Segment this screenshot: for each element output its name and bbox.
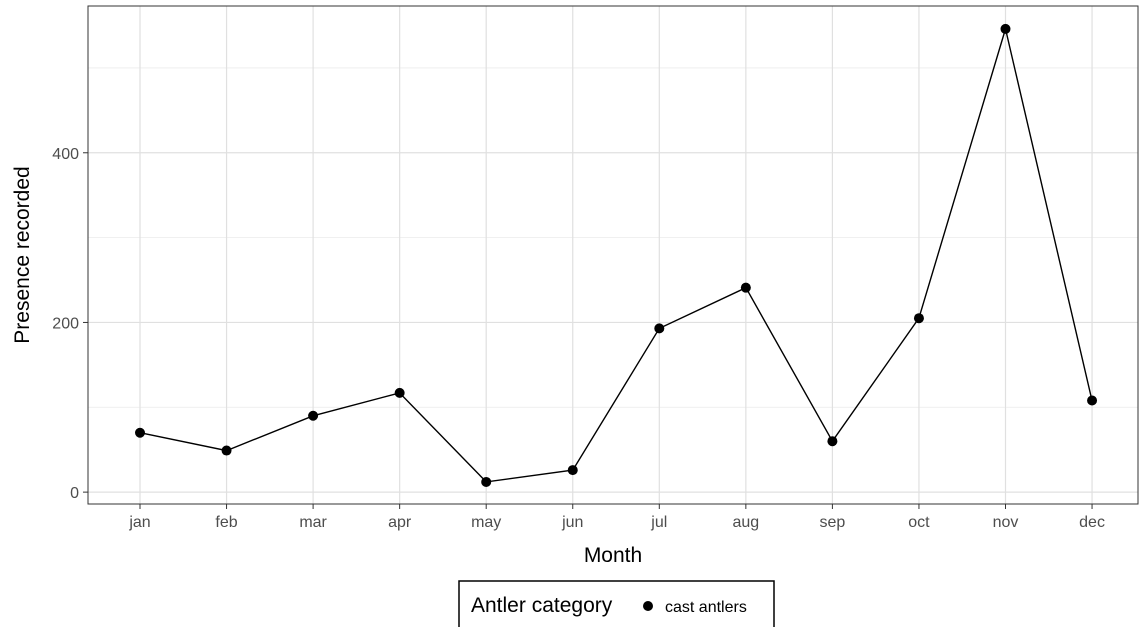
x-tick-label: dec xyxy=(1079,514,1105,531)
data-point xyxy=(913,313,924,324)
data-point xyxy=(394,387,405,398)
axis-ticks xyxy=(83,152,1093,509)
x-tick-label: jun xyxy=(561,514,583,531)
legend-box xyxy=(458,580,775,627)
data-point xyxy=(135,427,145,438)
data-point xyxy=(740,282,751,293)
legend-label: cast antlers xyxy=(665,599,747,616)
series-line xyxy=(139,26,1093,483)
x-axis-title: Month xyxy=(584,544,642,567)
x-tick-label: sep xyxy=(820,514,846,531)
x-tick-label: jul xyxy=(650,514,667,531)
y-tick-label: 0 xyxy=(70,485,79,502)
y-tick-label: 200 xyxy=(52,315,79,332)
major-gridlines xyxy=(88,6,1138,504)
legend-key-point xyxy=(643,601,653,611)
x-tick-label: may xyxy=(471,514,501,531)
x-tick-label: jan xyxy=(128,514,150,531)
data-point xyxy=(1087,395,1098,406)
y-axis-title: Presence recorded xyxy=(11,166,34,343)
y-tick-labels: 0 200 400 xyxy=(52,146,79,502)
x-tick-label: nov xyxy=(993,514,1019,531)
data-point xyxy=(827,436,838,447)
data-point xyxy=(1000,23,1011,34)
data-point xyxy=(221,445,232,456)
legend-title: Antler category xyxy=(471,594,613,617)
x-tick-label: aug xyxy=(732,514,759,531)
data-point xyxy=(654,323,665,334)
x-tick-label: apr xyxy=(388,514,412,531)
x-tick-label: mar xyxy=(299,514,327,531)
x-tick-label: feb xyxy=(215,514,237,531)
data-point xyxy=(567,465,578,476)
x-tick-label: oct xyxy=(908,514,930,531)
data-point xyxy=(481,476,492,487)
x-tick-labels: jan feb mar apr may jun jul aug sep oct nov dec xyxy=(128,514,1105,531)
y-tick-label: 400 xyxy=(52,146,79,163)
series-lines xyxy=(139,26,1093,483)
data-point xyxy=(308,410,319,421)
series-points xyxy=(135,23,1098,487)
plot-panel-border xyxy=(87,5,1139,505)
minor-gridlines xyxy=(88,67,1138,408)
legend: Antler category cast antlers xyxy=(458,580,775,627)
